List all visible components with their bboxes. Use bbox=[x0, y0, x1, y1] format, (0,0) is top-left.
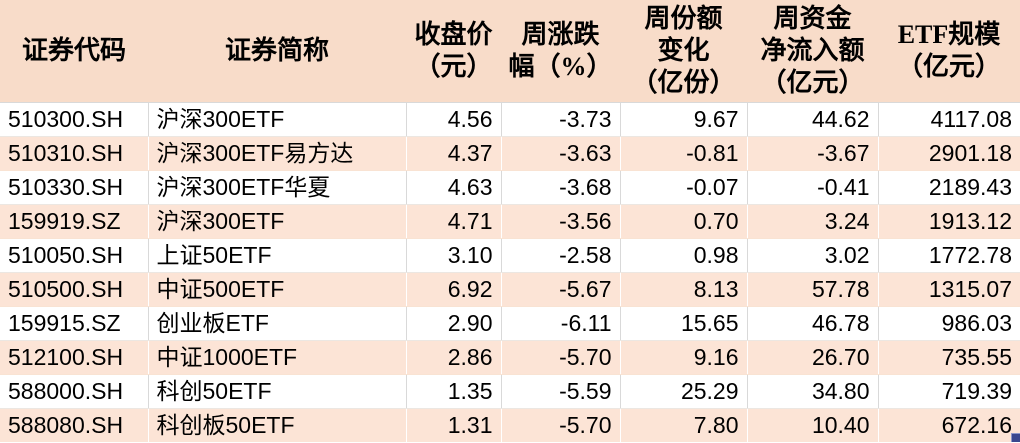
cell-name[interactable]: 沪深300ETF bbox=[148, 102, 407, 137]
cell-close[interactable]: 4.56 bbox=[406, 102, 502, 137]
cell-scale[interactable]: 4117.08 bbox=[878, 102, 1020, 137]
table-row: 510300.SH 沪深300ETF 4.56 -3.73 9.67 44.62 4117.… bbox=[0, 102, 1020, 137]
cell-net_inflow[interactable]: 34.80 bbox=[747, 374, 879, 409]
table-row: 588000.SH 科创50ETF 1.35 -5.59 25.29 34.80 719.3… bbox=[0, 374, 1020, 409]
cell-net_inflow[interactable]: -3.67 bbox=[747, 136, 879, 171]
cell-name[interactable]: 创业板ETF bbox=[148, 306, 407, 341]
cell-code[interactable]: 159915.SZ bbox=[0, 306, 149, 341]
cell-scale[interactable]: 735.55 bbox=[878, 340, 1020, 375]
cell-scale[interactable]: 2901.18 bbox=[878, 136, 1020, 171]
cell-code[interactable]: 510050.SH bbox=[0, 238, 149, 273]
cell-close[interactable]: 3.10 bbox=[406, 238, 502, 273]
column-header-share_change: 周份额 变化 （亿份） bbox=[620, 0, 747, 103]
table-body: 510300.SH 沪深300ETF 4.56 -3.73 9.67 44.62 4117.… bbox=[0, 102, 1020, 442]
cell-close[interactable]: 2.86 bbox=[406, 340, 502, 375]
cell-change_pct[interactable]: -3.63 bbox=[501, 136, 621, 171]
cell-code[interactable]: 510310.SH bbox=[0, 136, 149, 171]
column-header-net_inflow: 周资金 净流入额 （亿元） bbox=[747, 0, 878, 103]
table-row: 510050.SH 上证50ETF 3.10 -2.58 0.98 3.02 1772.78 bbox=[0, 238, 1020, 273]
cell-close[interactable]: 4.37 bbox=[406, 136, 502, 171]
cell-scale[interactable]: 2189.43 bbox=[878, 170, 1020, 205]
cell-net_inflow[interactable]: 26.70 bbox=[747, 340, 879, 375]
cell-code[interactable]: 159919.SZ bbox=[0, 204, 149, 239]
cell-change_pct[interactable]: -5.70 bbox=[501, 340, 621, 375]
cell-name[interactable]: 中证500ETF bbox=[148, 272, 407, 307]
column-header-scale: ETF规模 （亿元） bbox=[878, 0, 1020, 103]
cell-change_pct[interactable]: -5.67 bbox=[501, 272, 621, 307]
cell-net_inflow[interactable]: 3.02 bbox=[747, 238, 879, 273]
cell-code[interactable]: 510300.SH bbox=[0, 102, 149, 137]
cell-close[interactable]: 4.63 bbox=[406, 170, 502, 205]
cell-close[interactable]: 4.71 bbox=[406, 204, 502, 239]
column-header-name: 证券简称 bbox=[148, 0, 406, 103]
table-row: 159915.SZ 创业板ETF 2.90 -6.11 15.65 46.78 986.03 bbox=[0, 306, 1020, 341]
cell-change_pct[interactable]: -3.68 bbox=[501, 170, 621, 205]
cell-close[interactable]: 2.90 bbox=[406, 306, 502, 341]
cell-close[interactable]: 1.31 bbox=[406, 408, 502, 442]
cell-scale[interactable]: 1913.12 bbox=[878, 204, 1020, 239]
cell-scale[interactable]: 719.39 bbox=[878, 374, 1020, 409]
table-header: 证券代码 证券简称 收盘价 （元） 周涨跌 幅（%） 周份额 变化 （亿份） 周资金 净流… bbox=[0, 0, 1020, 103]
cell-share_change[interactable]: 15.65 bbox=[620, 306, 748, 341]
cell-name[interactable]: 沪深300ETF华夏 bbox=[148, 170, 407, 205]
cell-net_inflow[interactable]: 3.24 bbox=[747, 204, 879, 239]
cell-share_change[interactable]: 8.13 bbox=[620, 272, 748, 307]
cell-net_inflow[interactable]: 44.62 bbox=[747, 102, 879, 137]
cell-share_change[interactable]: -0.07 bbox=[620, 170, 748, 205]
table-row: 510500.SH 中证500ETF 6.92 -5.67 8.13 57.78 1315.… bbox=[0, 272, 1020, 307]
cell-name[interactable]: 沪深300ETF易方达 bbox=[148, 136, 407, 171]
table-row: 510310.SH 沪深300ETF易方达 4.37 -3.63 -0.81 -3.67 2… bbox=[0, 136, 1020, 171]
cell-code[interactable]: 588080.SH bbox=[0, 408, 149, 442]
table-row: 512100.SH 中证1000ETF 2.86 -5.70 9.16 26.70 735.… bbox=[0, 340, 1020, 375]
cell-name[interactable]: 上证50ETF bbox=[148, 238, 407, 273]
column-header-change_pct: 周涨跌 幅（%） bbox=[501, 0, 620, 103]
cell-name[interactable]: 科创50ETF bbox=[148, 374, 407, 409]
cell-code[interactable]: 588000.SH bbox=[0, 374, 149, 409]
cell-change_pct[interactable]: -5.59 bbox=[501, 374, 621, 409]
cell-change_pct[interactable]: -5.70 bbox=[501, 408, 621, 442]
cell-name[interactable]: 沪深300ETF bbox=[148, 204, 407, 239]
cell-code[interactable]: 510330.SH bbox=[0, 170, 149, 205]
cell-code[interactable]: 512100.SH bbox=[0, 340, 149, 375]
table-row: 588080.SH 科创板50ETF 1.31 -5.70 7.80 10.40 672.1… bbox=[0, 408, 1020, 442]
cell-change_pct[interactable]: -2.58 bbox=[501, 238, 621, 273]
cell-share_change[interactable]: 25.29 bbox=[620, 374, 748, 409]
cell-change_pct[interactable]: -3.56 bbox=[501, 204, 621, 239]
cell-net_inflow[interactable]: 57.78 bbox=[747, 272, 879, 307]
cell-scale[interactable]: 1772.78 bbox=[878, 238, 1020, 273]
cell-share_change[interactable]: -0.81 bbox=[620, 136, 748, 171]
column-header-close: 收盘价 （元） bbox=[406, 0, 501, 103]
cell-code[interactable]: 510500.SH bbox=[0, 272, 149, 307]
cell-scale[interactable]: 986.03 bbox=[878, 306, 1020, 341]
cell-close[interactable]: 6.92 bbox=[406, 272, 502, 307]
cell-name[interactable]: 科创板50ETF bbox=[148, 408, 407, 442]
cell-net_inflow[interactable]: 46.78 bbox=[747, 306, 879, 341]
cell-net_inflow[interactable]: -0.41 bbox=[747, 170, 879, 205]
cell-change_pct[interactable]: -6.11 bbox=[501, 306, 621, 341]
cell-share_change[interactable]: 9.16 bbox=[620, 340, 748, 375]
cell-share_change[interactable]: 0.98 bbox=[620, 238, 748, 273]
cell-net_inflow[interactable]: 10.40 bbox=[747, 408, 879, 442]
cell-close[interactable]: 1.35 bbox=[406, 374, 502, 409]
cell-name[interactable]: 中证1000ETF bbox=[148, 340, 407, 375]
cell-scale[interactable]: 1315.07 bbox=[878, 272, 1020, 307]
table-row: 510330.SH 沪深300ETF华夏 4.63 -3.68 -0.07 -0.41 21… bbox=[0, 170, 1020, 205]
cell-share_change[interactable]: 0.70 bbox=[620, 204, 748, 239]
header-row: 证券代码 证券简称 收盘价 （元） 周涨跌 幅（%） 周份额 变化 （亿份） 周资金 净流… bbox=[0, 0, 1020, 103]
cell-share_change[interactable]: 9.67 bbox=[620, 102, 748, 137]
cell-change_pct[interactable]: -3.73 bbox=[501, 102, 621, 137]
column-header-code: 证券代码 bbox=[0, 0, 148, 103]
cell-scale[interactable]: 672.16 bbox=[878, 408, 1020, 442]
fill-handle[interactable] bbox=[1011, 433, 1020, 442]
cell-share_change[interactable]: 7.80 bbox=[620, 408, 748, 442]
table-row: 159919.SZ 沪深300ETF 4.71 -3.56 0.70 3.24 1913.1… bbox=[0, 204, 1020, 239]
